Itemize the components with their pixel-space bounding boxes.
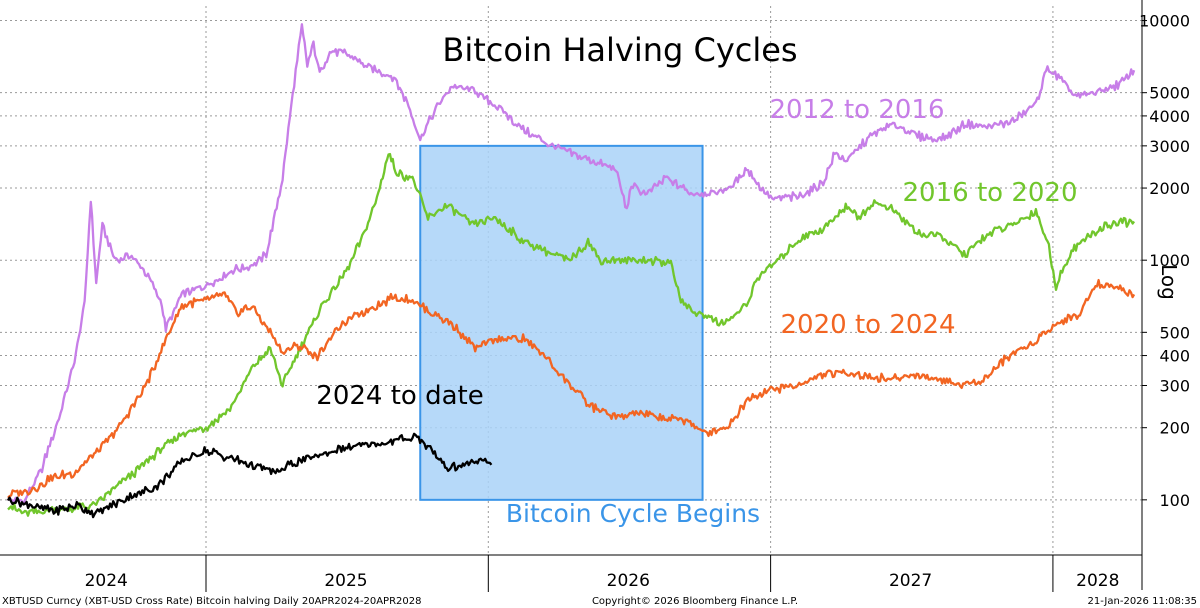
x-tick-label: 2024 xyxy=(85,571,128,591)
series-line xyxy=(7,278,1136,499)
y-tick-label: 5000 xyxy=(1149,84,1190,103)
highlight-band xyxy=(419,144,704,501)
y-tick-label: 3000 xyxy=(1149,137,1190,156)
y-tick-label: 4000 xyxy=(1149,107,1190,126)
series-label-2020-2024: 2020 to 2024 xyxy=(781,310,956,340)
x-tick-label: 2028 xyxy=(1076,571,1119,591)
y-tick-label: 200 xyxy=(1159,419,1190,438)
series-line xyxy=(7,152,1136,517)
y-tick-label: 2000 xyxy=(1149,179,1190,198)
y-tick-label: 1000 xyxy=(1149,251,1190,270)
x-tick-label: 2026 xyxy=(607,571,650,591)
y-tick-label: 10000 xyxy=(1139,12,1190,31)
highlight-rect xyxy=(419,144,704,501)
chart-title: Bitcoin Halving Cycles xyxy=(442,31,797,69)
x-axis: 2024 2025 2026 2027 2028 xyxy=(85,555,1119,592)
y-tick-label: 400 xyxy=(1159,347,1190,366)
y-tick-label: 100 xyxy=(1159,491,1190,510)
series-label-2024-to-date: 2024 to date xyxy=(316,381,483,411)
y-tick-label: 300 xyxy=(1159,376,1190,395)
footer-copyright: Copyright© 2026 Bloomberg Finance L.P. xyxy=(592,596,798,607)
series-label-2016-2020: 2016 to 2020 xyxy=(903,178,1078,208)
x-tick-label: 2027 xyxy=(889,571,932,591)
footer-timestamp: 21-Jan-2026 11:08:35 xyxy=(1088,596,1197,607)
series-line xyxy=(6,432,493,519)
y-axis: 100 200 300 400 500 1000 2000 3000 4000 5000 10000 xyxy=(1139,12,1190,510)
series-label-2012-2016: 2012 to 2016 xyxy=(770,95,945,125)
x-tick-label: 2025 xyxy=(324,571,367,591)
series-group xyxy=(6,23,1136,519)
footer-source: XBTUSD Curncy (XBT-USD Cross Rate) Bitco… xyxy=(2,596,421,607)
series-line xyxy=(6,23,1136,506)
y-tick-label: 500 xyxy=(1159,323,1190,342)
highlight-band-label: Bitcoin Cycle Begins xyxy=(506,499,760,528)
y-axis-label: Log xyxy=(1157,264,1181,300)
